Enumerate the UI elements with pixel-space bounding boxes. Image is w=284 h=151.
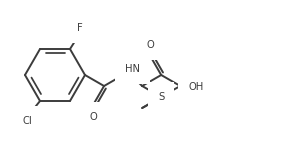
Text: Cl: Cl <box>22 116 32 126</box>
Text: F: F <box>77 23 83 33</box>
Text: S: S <box>158 92 164 102</box>
Text: HN: HN <box>125 64 140 74</box>
Text: O: O <box>146 40 154 50</box>
Text: OH: OH <box>188 82 204 92</box>
Text: O: O <box>89 112 97 122</box>
